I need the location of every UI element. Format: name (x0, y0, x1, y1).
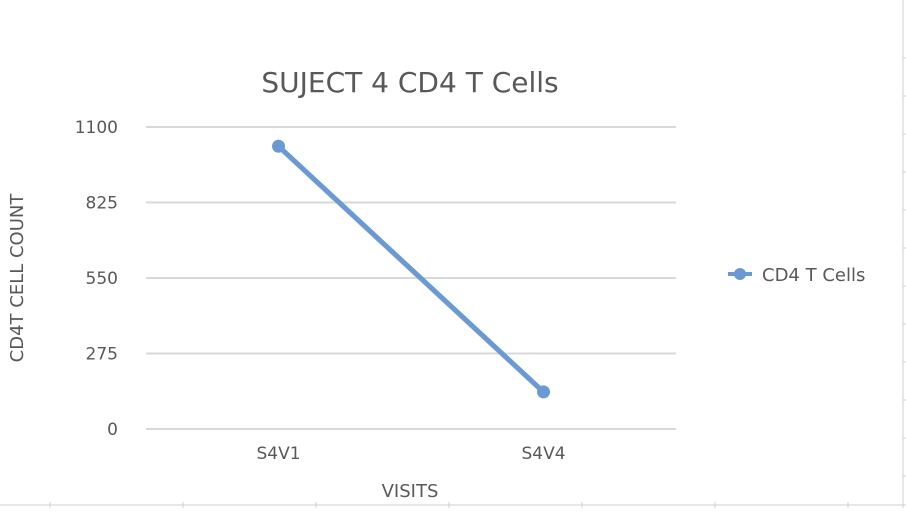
y-tick-label: 825 (86, 194, 118, 214)
y-gridlines (146, 126, 676, 430)
y-tick-label: 275 (86, 345, 118, 365)
x-tick-label: S4V4 (521, 444, 565, 464)
y-tick-label: 0 (107, 420, 118, 440)
legend-marker-icon (734, 268, 746, 280)
chart-title: SUJECT 4 CD4 T Cells (261, 66, 558, 99)
y-axis-label: CD4T CELL COUNT (7, 193, 28, 363)
data-point (272, 139, 285, 153)
x-tick-label: S4V1 (256, 444, 300, 464)
legend: CD4 T Cells (728, 265, 865, 286)
x-axis-label: VISITS (382, 481, 439, 502)
legend-label: CD4 T Cells (762, 265, 865, 286)
series-line (276, 143, 546, 395)
y-tick-label: 1100 (75, 118, 118, 138)
y-tick-label: 550 (86, 269, 118, 289)
x-tick-labels: S4V1 S4V4 (256, 444, 565, 464)
series-cd4-t-cells (272, 139, 550, 399)
data-point (537, 385, 550, 399)
y-tick-labels: 0 275 550 825 1100 (75, 118, 118, 440)
